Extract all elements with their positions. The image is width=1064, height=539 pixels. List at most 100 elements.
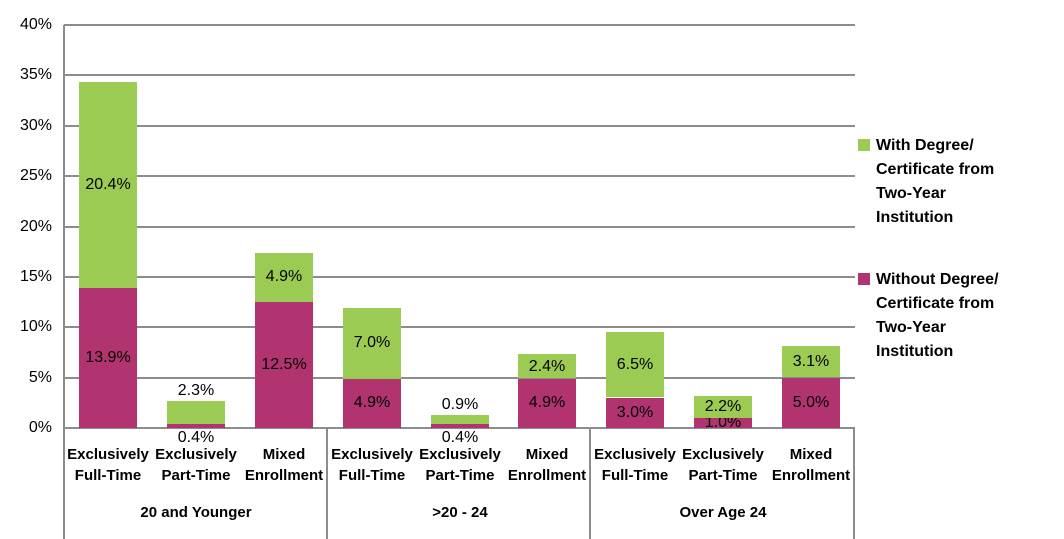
x-category-label-line: Full-Time [338, 467, 406, 484]
x-category-label: Mixed Enrollment [236, 444, 332, 486]
y-tick-label: 20% [19, 218, 52, 235]
legend-entry-with: With Degree/Certificate from Two-Year Inst… [858, 134, 1062, 230]
data-label: 20.4% [85, 176, 131, 193]
bar-segment-without [167, 424, 225, 428]
category-divider [589, 427, 591, 539]
legend-label-line: Institution [876, 209, 954, 226]
axis-line [63, 25, 65, 539]
legend-label: Without Degree/Certificate from Two-Year I… [876, 268, 1062, 364]
legend-label: With Degree/Certificate from Two-Year Inst… [876, 134, 1062, 230]
bar-segment-without [518, 379, 576, 428]
x-category-label-line: Exclusively [419, 446, 501, 463]
legend-label-line: Without Degree/ [876, 271, 999, 288]
gridline [64, 276, 855, 278]
y-tick-label: 40% [19, 16, 52, 33]
data-label: 0.9% [441, 396, 479, 413]
legend-label-line: Certificate from [876, 295, 995, 312]
legend-swatch-without [858, 273, 870, 285]
legend-swatch-with [858, 139, 870, 151]
gridline [64, 125, 855, 127]
x-category-label: Exclusively Full-Time [324, 444, 420, 486]
x-category-label-line: Mixed [789, 446, 833, 463]
x-category-label-line: Exclusively [67, 446, 149, 463]
x-category-label-line: Part-Time [161, 467, 231, 484]
data-label: 3.0% [616, 404, 654, 421]
bar-segment-with [255, 253, 313, 302]
x-category-label-line: Exclusively [682, 446, 764, 463]
x-category-label-line: Full-Time [74, 467, 142, 484]
x-category-label-line: Part-Time [688, 467, 758, 484]
data-label: 6.5% [616, 356, 654, 373]
data-label: 1.0% [704, 414, 742, 431]
bar-segment-with [79, 82, 137, 288]
bar-segment-without [431, 424, 489, 428]
y-tick-label: 35% [19, 66, 52, 83]
bar-segment-without [79, 288, 137, 428]
bar-segment-with [431, 415, 489, 424]
category-divider [853, 427, 855, 539]
x-category-label: Exclusively Full-Time [587, 444, 683, 486]
x-category-label: Exclusively Part-Time [412, 444, 508, 486]
x-category-label-line: Part-Time [425, 467, 495, 484]
bar-segment-with [167, 401, 225, 424]
gridline [64, 326, 855, 328]
x-category-label-line: Enrollment [244, 467, 324, 484]
bar-segment-without [343, 379, 401, 428]
legend-entry-without: Without Degree/Certificate from Two-Year I… [858, 268, 1062, 364]
y-tick-label: 5% [28, 369, 52, 386]
x-category-label-line: Full-Time [601, 467, 669, 484]
x-category-label-line: Mixed [525, 446, 569, 463]
legend-label-line: Certificate from [876, 161, 995, 178]
data-label: 4.9% [353, 394, 391, 411]
gridline [64, 427, 855, 429]
gridline [64, 24, 855, 26]
bar-segment-without [694, 418, 752, 428]
x-group-label: >20 - 24 [432, 504, 488, 521]
data-label: 0.4% [441, 429, 479, 446]
y-tick-label: 25% [19, 167, 52, 184]
bar-segment-without [255, 302, 313, 428]
legend-label-line: With Degree/ [876, 137, 974, 154]
x-group-label: Over Age 24 [679, 504, 767, 521]
x-group-label: 20 and Younger [140, 504, 252, 521]
data-label: 2.2% [704, 398, 742, 415]
x-category-label-line: Exclusively [331, 446, 413, 463]
x-category-label: Exclusively Part-Time [148, 444, 244, 486]
data-label: 2.4% [528, 358, 566, 375]
gridline [64, 175, 855, 177]
bar-segment-with [606, 332, 664, 397]
bar-segment-without [606, 398, 664, 428]
x-category-label-line: Enrollment [507, 467, 587, 484]
x-category-label: Exclusively Part-Time [675, 444, 771, 486]
legend-label-line: Institution [876, 343, 954, 360]
data-label: 12.5% [261, 356, 307, 373]
y-tick-label: 0% [28, 419, 52, 436]
bar-segment-with [694, 396, 752, 418]
data-label: 0.4% [177, 429, 215, 446]
data-label: 13.9% [85, 349, 131, 366]
x-category-label: Exclusively Full-Time [60, 444, 156, 486]
data-label: 4.9% [265, 268, 303, 285]
legend: With Degree/Certificate from Two-Year Inst… [858, 134, 1062, 402]
y-tick-label: 30% [19, 117, 52, 134]
legend-label-line: Two-Year [876, 319, 946, 336]
data-label: 4.9% [528, 394, 566, 411]
x-category-label: Mixed Enrollment [499, 444, 595, 486]
x-category-label-line: Exclusively [594, 446, 676, 463]
bar-segment-with [518, 354, 576, 378]
legend-label-line: Two-Year [876, 185, 946, 202]
gridline [64, 226, 855, 228]
x-category-label-line: Exclusively [155, 446, 237, 463]
x-category-label: Mixed Enrollment [763, 444, 859, 486]
y-tick-label: 10% [19, 318, 52, 335]
data-label: 2.3% [177, 382, 215, 399]
data-label: 7.0% [353, 334, 391, 351]
gridline [64, 74, 855, 76]
x-category-label-line: Mixed [262, 446, 306, 463]
bar-segment-with [782, 346, 840, 377]
bar-segment-without [782, 378, 840, 428]
data-label: 5.0% [792, 394, 830, 411]
gridline [64, 377, 855, 379]
bar-segment-with [343, 308, 401, 379]
